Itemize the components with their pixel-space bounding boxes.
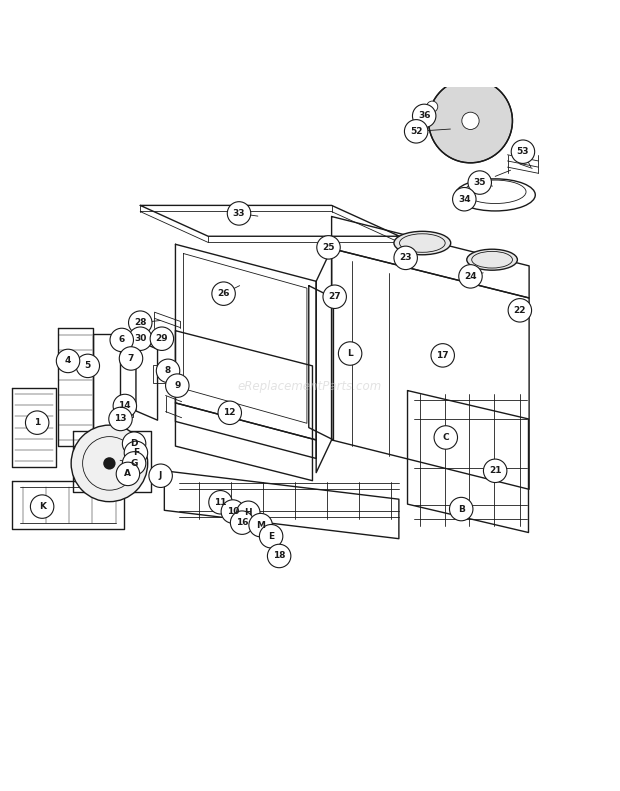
Circle shape	[104, 457, 115, 470]
Circle shape	[156, 359, 180, 383]
Circle shape	[108, 407, 132, 430]
Circle shape	[267, 544, 291, 568]
Bar	[153, 365, 169, 383]
Text: 8: 8	[165, 366, 171, 375]
Text: 34: 34	[458, 195, 471, 204]
Text: 4: 4	[65, 357, 71, 365]
Text: 13: 13	[114, 414, 126, 423]
Circle shape	[508, 298, 531, 322]
Text: L: L	[347, 349, 353, 358]
Ellipse shape	[394, 231, 451, 255]
Text: 9: 9	[174, 381, 180, 390]
Text: 29: 29	[156, 335, 168, 343]
Text: E: E	[268, 532, 274, 541]
Text: 24: 24	[464, 272, 477, 281]
Circle shape	[404, 119, 428, 143]
Circle shape	[412, 104, 436, 127]
Text: 5: 5	[85, 361, 91, 370]
Circle shape	[25, 411, 49, 434]
Bar	[118, 401, 133, 417]
Text: 36: 36	[418, 112, 430, 120]
Circle shape	[166, 374, 189, 397]
Text: C: C	[443, 433, 449, 442]
Text: 35: 35	[474, 178, 486, 187]
Circle shape	[249, 513, 272, 537]
Circle shape	[209, 490, 232, 514]
Circle shape	[128, 327, 152, 350]
Circle shape	[150, 327, 174, 350]
Text: G: G	[130, 459, 138, 468]
Circle shape	[212, 282, 236, 305]
Text: B: B	[458, 505, 464, 513]
Circle shape	[428, 79, 513, 163]
Circle shape	[128, 311, 152, 335]
Circle shape	[124, 441, 148, 464]
Text: eReplacementParts.com: eReplacementParts.com	[238, 380, 382, 393]
Text: 21: 21	[489, 467, 502, 475]
Circle shape	[431, 343, 454, 367]
Circle shape	[512, 140, 534, 164]
Circle shape	[110, 328, 133, 352]
Text: 14: 14	[118, 402, 131, 411]
Text: J: J	[159, 471, 162, 480]
Text: 17: 17	[436, 351, 449, 360]
Circle shape	[237, 501, 260, 524]
Text: 10: 10	[227, 507, 239, 516]
Text: 22: 22	[513, 306, 526, 315]
Circle shape	[339, 342, 362, 365]
Circle shape	[394, 246, 417, 270]
Circle shape	[468, 171, 492, 195]
Circle shape	[56, 349, 80, 373]
Circle shape	[221, 500, 244, 524]
Circle shape	[122, 452, 146, 475]
Circle shape	[323, 285, 347, 308]
Circle shape	[434, 426, 458, 449]
Circle shape	[228, 202, 250, 225]
Circle shape	[71, 425, 148, 501]
Circle shape	[259, 524, 283, 548]
Text: 25: 25	[322, 243, 335, 252]
Text: 7: 7	[128, 354, 134, 363]
Circle shape	[453, 187, 476, 211]
Circle shape	[317, 236, 340, 259]
Circle shape	[450, 498, 473, 520]
Circle shape	[459, 265, 482, 288]
Text: 28: 28	[134, 318, 146, 327]
Circle shape	[122, 432, 146, 456]
Text: 30: 30	[134, 335, 146, 343]
Circle shape	[113, 394, 136, 418]
Circle shape	[427, 101, 438, 112]
Text: F: F	[133, 448, 139, 457]
Circle shape	[462, 112, 479, 130]
Ellipse shape	[467, 249, 517, 271]
Text: 33: 33	[232, 209, 246, 218]
Circle shape	[218, 401, 241, 425]
Circle shape	[119, 346, 143, 370]
Text: 11: 11	[215, 498, 227, 507]
Text: 53: 53	[516, 147, 529, 156]
Text: H: H	[244, 509, 252, 517]
Circle shape	[30, 495, 54, 518]
Text: 12: 12	[224, 408, 236, 418]
Text: 27: 27	[329, 292, 341, 301]
Circle shape	[484, 459, 507, 483]
Text: 23: 23	[399, 253, 412, 263]
Text: M: M	[256, 520, 265, 530]
Text: 16: 16	[236, 518, 249, 527]
Text: 18: 18	[273, 551, 285, 561]
Text: D: D	[130, 439, 138, 448]
Text: 26: 26	[218, 290, 230, 298]
Text: 52: 52	[410, 127, 422, 136]
Circle shape	[116, 462, 140, 486]
Circle shape	[231, 511, 254, 535]
Text: K: K	[38, 502, 46, 511]
Text: 1: 1	[34, 418, 40, 427]
Circle shape	[149, 464, 172, 487]
Text: 6: 6	[118, 335, 125, 344]
Text: A: A	[125, 469, 131, 479]
Circle shape	[76, 354, 100, 377]
